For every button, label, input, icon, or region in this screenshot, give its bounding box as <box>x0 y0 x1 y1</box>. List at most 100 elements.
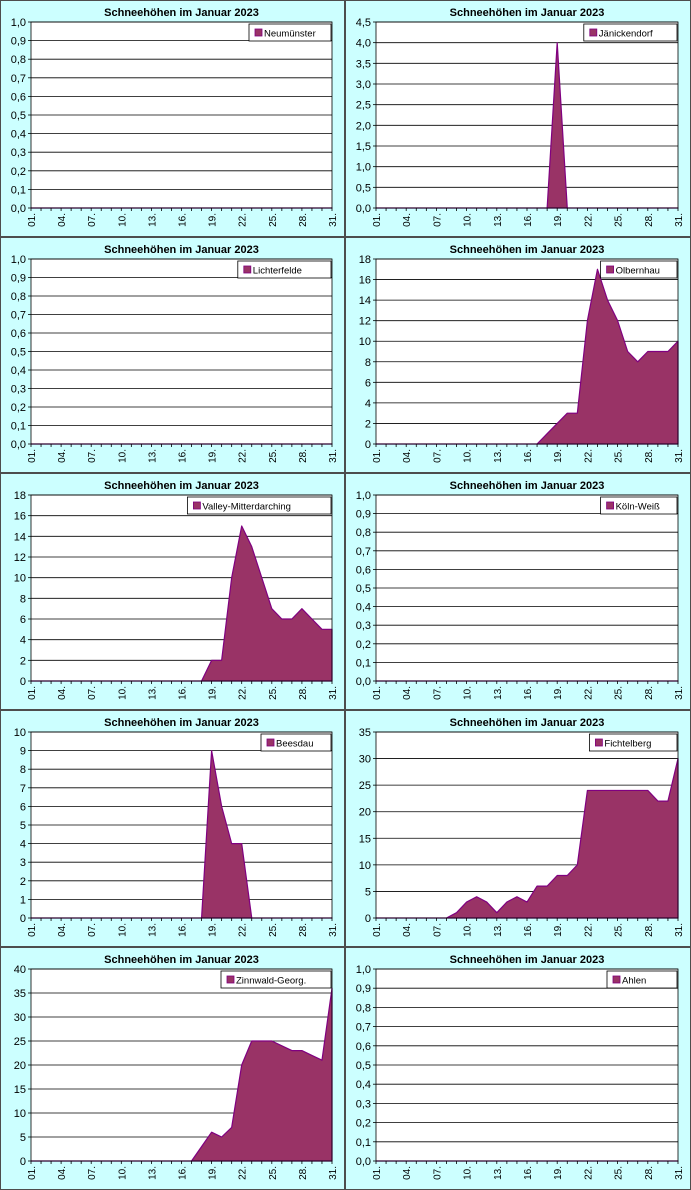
x-tick-label: 04. <box>57 1166 68 1180</box>
legend-box <box>186 496 332 515</box>
x-tick-label: 10. <box>463 213 474 227</box>
chart-title: Schneehöhen im Januar 2023 <box>104 480 259 492</box>
x-tick-label: 16. <box>178 1166 189 1180</box>
x-tick-label: 07. <box>432 686 443 700</box>
legend: Jänickendorf <box>583 23 678 42</box>
legend-swatch <box>192 501 201 510</box>
x-tick-label: 16. <box>523 449 534 463</box>
plot-area <box>376 22 678 208</box>
x-tick-label: 01. <box>27 1166 38 1180</box>
legend-swatch <box>226 975 235 984</box>
y-tick-label: 2,5 <box>356 100 371 112</box>
chart-svg: Schneehöhen im Januar 2023 0,0 0,1 0,2 0,3 0,… <box>11 244 339 463</box>
y-tick-label: 0,2 <box>11 402 26 414</box>
chart-panel: Schneehöhen im Januar 2023 0 2 4 6 8 10 12 14 16 1… <box>345 237 691 473</box>
y-tick-label: 6 <box>20 801 26 813</box>
x-tick-label: 13. <box>493 686 504 700</box>
x-tick-label: 22. <box>238 213 249 227</box>
legend-label: Olbernhau <box>616 266 660 277</box>
y-tick-label: 0,1 <box>356 1137 371 1149</box>
x-tick-label: 07. <box>87 1166 98 1180</box>
x-tick-label: 28. <box>644 213 655 227</box>
x-tick-label: 25. <box>268 923 279 937</box>
x-tick-label: 01. <box>372 923 383 937</box>
y-tick-label: 20 <box>359 807 371 819</box>
y-tick-label: 1,0 <box>356 490 371 502</box>
x-tick-label: 10. <box>463 686 474 700</box>
x-tick-label: 22. <box>583 213 594 227</box>
chart-panel: Schneehöhen im Januar 2023 0 2 4 6 8 10 12 14 16 1… <box>0 473 345 710</box>
y-tick-label: 18 <box>359 254 371 266</box>
x-tick-label: 10. <box>463 449 474 463</box>
y-tick-label: 14 <box>359 295 371 307</box>
y-tick-label: 25 <box>359 780 371 792</box>
chart-panel: Schneehöhen im Januar 2023 0,0 0,1 0,2 0,3 0,… <box>345 473 691 710</box>
chart-panel: Schneehöhen im Januar 2023 0,0 0,1 0,2 0,3 0,… <box>0 0 345 237</box>
y-tick-label: 5 <box>20 1132 26 1144</box>
x-tick-label: 25. <box>614 923 625 937</box>
x-tick-label: 19. <box>208 213 219 227</box>
x-tick-label: 16. <box>523 686 534 700</box>
legend: Beesdau <box>260 733 332 752</box>
y-tick-label: 0,0 <box>11 203 26 215</box>
x-tick-label: 22. <box>583 1166 594 1180</box>
y-tick-label: 0,5 <box>356 583 371 595</box>
x-tick-label: 16. <box>178 686 189 700</box>
legend-box <box>600 496 678 515</box>
y-tick-label: 3,0 <box>356 79 371 91</box>
y-tick-label: 4,0 <box>356 38 371 50</box>
x-tick-label: 04. <box>402 449 413 463</box>
x-tick-label: 25. <box>614 686 625 700</box>
x-tick-label: 16. <box>523 213 534 227</box>
x-tick-label: 01. <box>372 686 383 700</box>
x-tick-label: 22. <box>238 449 249 463</box>
x-tick-label: 22. <box>583 449 594 463</box>
y-tick-label: 0,8 <box>11 54 26 66</box>
x-tick-label: 25. <box>614 449 625 463</box>
x-tick-label: 07. <box>87 923 98 937</box>
legend-label: Valley-Mitterdarching <box>202 502 291 513</box>
x-tick-label: 13. <box>493 449 504 463</box>
legend: Zinnwald-Georg. <box>220 970 332 989</box>
y-tick-label: 0,4 <box>356 1079 371 1091</box>
y-tick-label: 25 <box>14 1036 26 1048</box>
x-tick-label: 22. <box>583 923 594 937</box>
y-tick-label: 1 <box>20 894 26 906</box>
x-tick-label: 10. <box>463 923 474 937</box>
y-tick-label: 0,6 <box>11 328 26 340</box>
y-tick-label: 40 <box>14 964 26 976</box>
chart-panel: Schneehöhen im Januar 2023 0 5 10 15 20 25 30 35… <box>345 710 691 947</box>
y-tick-label: 10 <box>14 573 26 585</box>
legend-swatch <box>266 738 275 747</box>
y-tick-label: 0 <box>365 439 371 451</box>
y-tick-label: 0,7 <box>356 546 371 558</box>
chart-title: Schneehöhen im Januar 2023 <box>104 954 259 966</box>
legend-swatch <box>243 265 252 274</box>
y-tick-label: 5 <box>20 820 26 832</box>
chart-panel: Schneehöhen im Januar 2023 0,0 0,1 0,2 0,3 0,… <box>345 947 691 1190</box>
legend-box <box>606 970 678 989</box>
chart-title: Schneehöhen im Januar 2023 <box>104 7 259 19</box>
x-tick-label: 31. <box>328 449 339 463</box>
chart-title: Schneehöhen im Januar 2023 <box>450 480 605 492</box>
legend-box <box>248 23 332 42</box>
x-tick-label: 22. <box>583 686 594 700</box>
y-tick-label: 0,4 <box>11 129 26 141</box>
y-tick-label: 0,8 <box>356 527 371 539</box>
x-tick-label: 22. <box>238 686 249 700</box>
y-tick-label: 0,0 <box>11 439 26 451</box>
y-tick-label: 14 <box>14 531 26 543</box>
chart-title: Schneehöhen im Januar 2023 <box>450 717 605 729</box>
y-tick-label: 0,1 <box>11 421 26 433</box>
y-tick-label: 10 <box>14 727 26 739</box>
y-tick-label: 0,7 <box>11 73 26 85</box>
legend: Olbernhau <box>600 260 678 279</box>
y-tick-label: 1,0 <box>11 254 26 266</box>
x-tick-label: 28. <box>644 923 655 937</box>
x-tick-label: 25. <box>268 1166 279 1180</box>
x-tick-label: 07. <box>87 449 98 463</box>
y-tick-label: 0,1 <box>356 657 371 669</box>
legend-swatch <box>612 975 621 984</box>
y-tick-label: 15 <box>359 833 371 845</box>
legend-swatch <box>594 738 603 747</box>
